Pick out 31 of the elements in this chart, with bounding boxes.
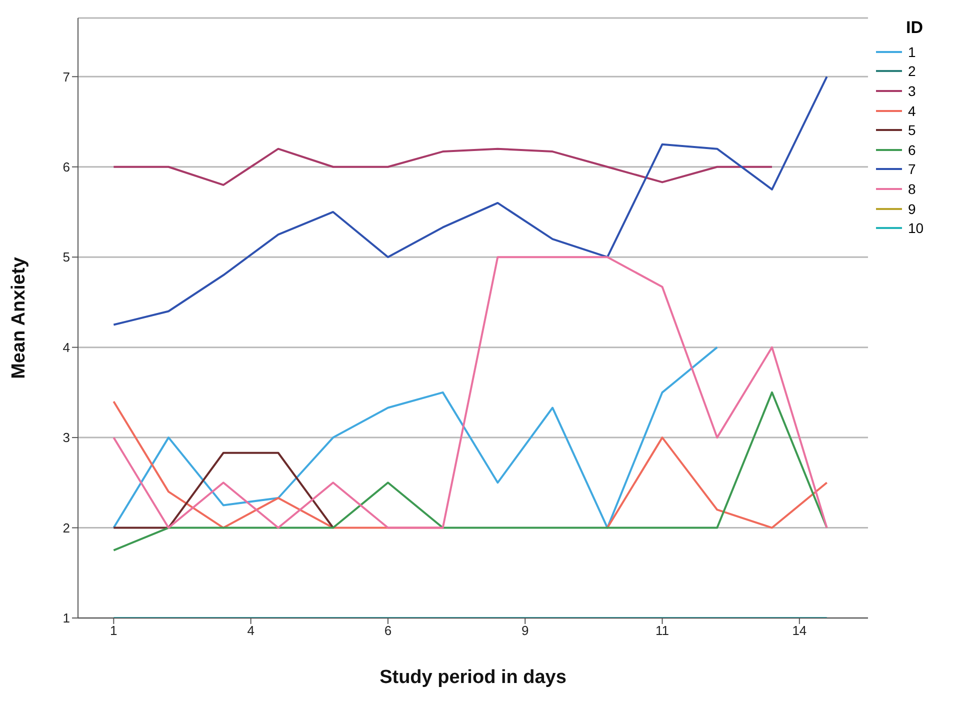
y-tick-label: 4 — [62, 340, 70, 355]
y-tick-label: 1 — [62, 610, 70, 626]
y-axis-title: Mean Anxiety — [8, 256, 30, 379]
legend-label: 7 — [908, 161, 916, 178]
y-tick-label: 2 — [62, 520, 70, 536]
legend-label: 4 — [908, 102, 916, 119]
y-tick-label: 6 — [62, 159, 70, 174]
legend-label: 5 — [908, 122, 916, 138]
line-series — [112, 256, 828, 529]
y-tick-label: 5 — [62, 250, 70, 265]
x-tick-label: 6 — [384, 623, 392, 638]
line-series — [112, 391, 828, 552]
legend-label: 9 — [908, 200, 916, 217]
line-series — [112, 346, 718, 529]
legend-label: 8 — [908, 180, 916, 197]
legend-label: 6 — [908, 142, 916, 158]
legend-label: 3 — [908, 82, 916, 99]
x-tick-label: 14 — [792, 623, 807, 638]
x-tick-label: 1 — [110, 623, 118, 638]
legend-label: 2 — [908, 63, 916, 80]
y-tick-label: 3 — [62, 430, 70, 446]
legend-title: ID — [905, 18, 924, 38]
x-tick-label: 4 — [247, 623, 254, 638]
line-series — [112, 148, 773, 186]
line-series — [112, 76, 828, 326]
legend-label: 1 — [908, 44, 916, 60]
legend-label: 10 — [908, 220, 924, 236]
x-tick-label: 11 — [656, 623, 670, 638]
y-tick-label: 7 — [62, 69, 70, 84]
x-tick-label: 9 — [522, 623, 529, 638]
x-axis-title: Study period in days — [380, 667, 566, 688]
